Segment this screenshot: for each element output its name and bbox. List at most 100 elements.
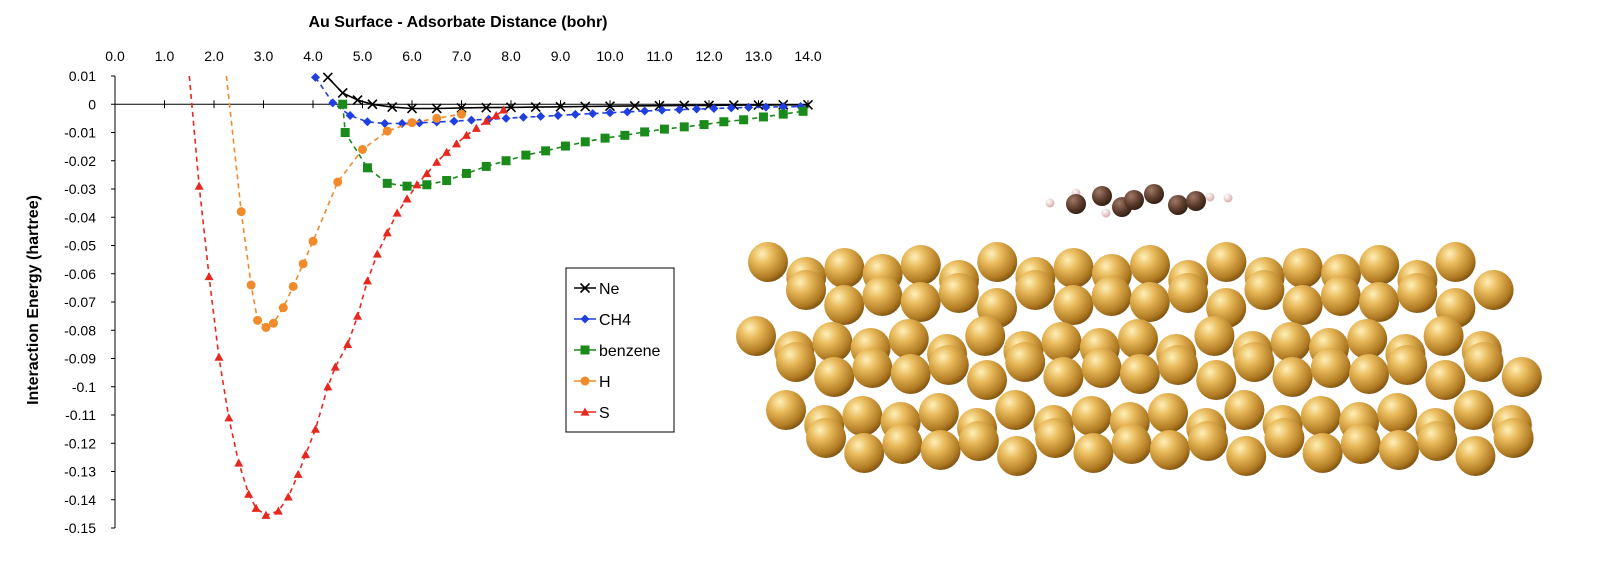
x-tick-label: 5.0 <box>353 48 373 64</box>
data-point-s <box>422 168 432 178</box>
data-point-s <box>301 450 311 459</box>
data-point-s <box>283 492 293 501</box>
data-point-ch4 <box>674 105 684 115</box>
data-point-benzene <box>679 122 689 132</box>
data-point-ne <box>580 101 591 112</box>
data-point-h <box>358 144 367 154</box>
gold-atom <box>1073 433 1114 473</box>
data-point-benzene <box>600 133 610 143</box>
gold-atom <box>1091 276 1132 316</box>
x-tick-label: 12.0 <box>695 48 722 64</box>
legend-marker <box>580 314 590 324</box>
data-point-s <box>471 123 481 132</box>
data-point-benzene <box>798 106 808 116</box>
legend-items: Ne CH4 benzene HS <box>574 281 660 422</box>
gold-atom <box>1035 418 1076 458</box>
y-tick-labels: 0.01 0 -0.01 -0.02 -0.03 -0.04 -0.05 -0.06 -0.07… <box>64 68 96 536</box>
data-point-s <box>244 489 254 498</box>
legend-marker <box>580 407 590 416</box>
carbon-atom <box>1092 186 1112 206</box>
data-point-s <box>273 506 283 515</box>
data-point-benzene <box>338 99 348 109</box>
gold-atom <box>1071 396 1112 436</box>
gold-atom <box>1270 322 1311 362</box>
data-point-ch4 <box>640 106 650 116</box>
x-tick-label: 2.0 <box>204 48 224 64</box>
benzene-molecule <box>1045 184 1233 218</box>
gold-atom <box>814 357 855 397</box>
data-point-benzene <box>541 146 551 156</box>
data-point-s <box>323 382 333 391</box>
data-point-ne <box>367 99 378 110</box>
data-point-ne <box>629 100 640 112</box>
gold-atom <box>1302 433 1343 473</box>
data-point-ch4 <box>397 118 407 128</box>
gold-surface-atoms <box>736 242 1542 476</box>
data-point-benzene <box>620 130 630 140</box>
data-point-s <box>343 339 353 348</box>
gold-atom <box>1015 270 1056 310</box>
data-point-h <box>308 236 318 246</box>
data-point-benzene <box>640 127 650 137</box>
hydrogen-atom <box>1101 208 1111 218</box>
x-tick-label: 11.0 <box>646 48 672 64</box>
data-point-benzene <box>758 112 768 122</box>
gold-atom <box>1272 357 1313 397</box>
gold-atom <box>920 430 961 470</box>
data-point-s <box>310 424 320 433</box>
data-point-h <box>432 113 442 123</box>
carbon-atom <box>1186 191 1206 211</box>
gold-atom <box>1119 354 1160 394</box>
data-point-s <box>362 276 372 285</box>
gold-atom <box>1501 357 1542 397</box>
data-point-benzene <box>580 137 590 147</box>
gold-atom <box>958 421 999 461</box>
data-point-s <box>224 413 234 422</box>
data-point-ne <box>555 101 566 112</box>
hydrogen-atom <box>1223 193 1233 203</box>
data-point-h <box>382 126 392 136</box>
data-point-s <box>214 352 224 361</box>
y-tick-label: -0.02 <box>64 153 96 169</box>
series-ch4 <box>310 72 806 128</box>
data-point-h <box>278 303 288 313</box>
gold-atom <box>967 360 1007 400</box>
x-tick-label: 4.0 <box>303 48 323 64</box>
y-tick-label: -0.13 <box>64 464 96 480</box>
data-point-benzene <box>481 161 491 171</box>
gold-atom <box>1340 424 1381 464</box>
data-point-s <box>402 194 412 203</box>
data-point-benzene <box>560 141 570 151</box>
legend-label: H <box>599 374 611 391</box>
data-point-benzene <box>501 156 511 166</box>
data-point-s <box>204 272 214 281</box>
gold-atom <box>1118 319 1158 359</box>
axes <box>111 75 809 529</box>
series-line-benzene <box>341 104 804 188</box>
data-point-ne <box>431 103 442 114</box>
data-point-s <box>194 181 204 190</box>
data-point-s <box>293 469 303 478</box>
data-point-s <box>481 116 491 125</box>
data-point-ch4 <box>362 117 372 127</box>
data-point-h <box>246 280 256 290</box>
legend-item-h: H <box>574 374 611 391</box>
x-tick-label: 14.0 <box>794 48 821 64</box>
legend-item-benzene: benzene <box>574 343 660 360</box>
y-tick-label: -0.15 <box>64 520 96 536</box>
gold-atom <box>1359 282 1399 322</box>
y-tick-label: -0.1 <box>72 379 96 395</box>
gold-atom <box>1455 436 1496 476</box>
legend-marker <box>580 345 590 355</box>
gold-atom <box>852 348 893 388</box>
gold-atom <box>1130 245 1170 285</box>
gold-atom <box>1224 390 1265 430</box>
data-point-benzene <box>422 180 432 190</box>
chart: Au Surface - Adsorbate Distance (bohr) I… <box>25 14 822 536</box>
x-tick-label: 1.0 <box>155 48 175 64</box>
data-point-h <box>288 281 298 291</box>
gold-atom <box>1158 345 1198 385</box>
gold-atom <box>1377 393 1418 433</box>
data-point-ne <box>481 102 492 113</box>
data-point-ne <box>352 94 363 106</box>
